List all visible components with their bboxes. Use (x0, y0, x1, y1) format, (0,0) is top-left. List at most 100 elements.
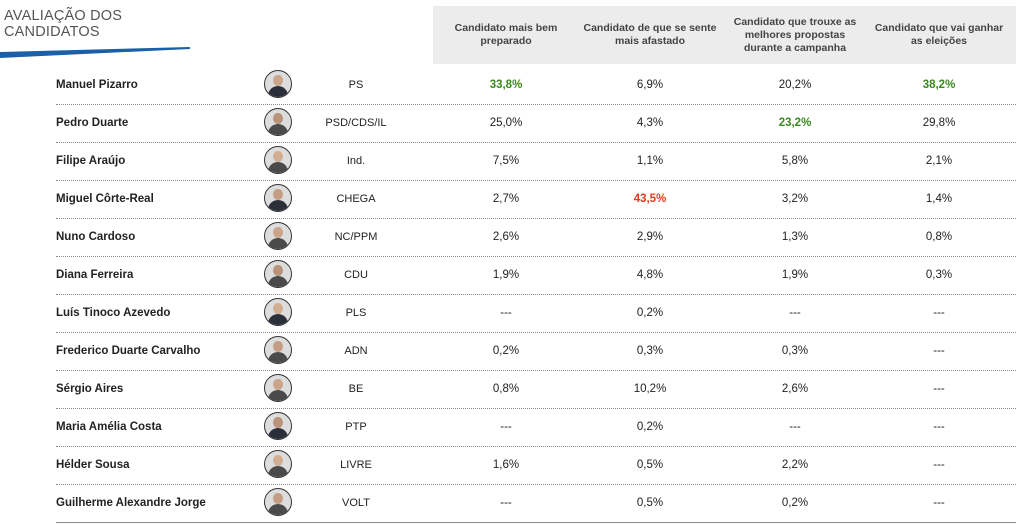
value-cell: 2,2% (781, 459, 809, 471)
column-header-will-win: Candidato que vai ganhar as eleições (874, 22, 1004, 47)
value-cell: 10,2% (633, 383, 667, 395)
header-background (433, 6, 1016, 64)
table-row: Miguel Côrte-Real CHEGA 2,7% 43,5% 3,2% 1,4% (56, 180, 1016, 219)
party-label: ADN (344, 345, 368, 357)
value-cell: --- (933, 421, 945, 433)
value-cell: 0,3% (781, 345, 809, 357)
candidate-name: Manuel Pizarro (56, 79, 138, 91)
column-header-most-distant: Candidato de que se sente mais afastado (583, 22, 717, 47)
candidate-name: Miguel Côrte-Real (56, 193, 154, 205)
value-cell: 0,5% (636, 497, 664, 509)
value-cell: 0,3% (925, 269, 953, 281)
table-row: Hélder Sousa LIVRE 1,6% 0,5% 2,2% --- (56, 446, 1016, 485)
value-cell: --- (500, 307, 512, 319)
value-cell: 2,1% (925, 155, 953, 167)
value-cell: --- (789, 421, 801, 433)
party-label: LIVRE (340, 459, 372, 471)
table-row: Filipe Araújo Ind. 7,5% 1,1% 5,8% 2,1% (56, 142, 1016, 181)
value-cell: 0,2% (636, 307, 664, 319)
column-header-best-proposals: Candidato que trouxe as melhores propost… (733, 15, 857, 54)
table-row: Pedro Duarte PSD/CDS/IL 25,0% 4,3% 23,2% 29,8… (56, 104, 1016, 143)
value-cell: 6,9% (636, 79, 664, 91)
candidate-name: Pedro Duarte (56, 117, 129, 129)
candidate-name: Nuno Cardoso (56, 231, 136, 243)
candidate-photo (264, 336, 292, 364)
table-row: Nuno Cardoso NC/PPM 2,6% 2,9% 1,3% 0,8% (56, 218, 1016, 257)
value-cell: --- (933, 459, 945, 471)
party-label: CDU (344, 269, 368, 281)
candidate-name: Frederico Duarte Carvalho (56, 345, 201, 357)
value-cell: 1,6% (492, 459, 520, 471)
party-label: Ind. (346, 155, 366, 167)
candidate-name: Filipe Araújo (56, 155, 126, 167)
value-cell: 0,3% (636, 345, 664, 357)
value-cell: 1,9% (781, 269, 809, 281)
candidate-photo (264, 412, 292, 440)
candidate-name: Maria Amélia Costa (56, 421, 162, 433)
value-cell: --- (500, 497, 512, 509)
candidate-photo (264, 184, 292, 212)
candidate-photo (264, 222, 292, 250)
value-cell: 1,4% (925, 193, 953, 205)
value-cell: 0,2% (636, 421, 664, 433)
table-row: Sérgio Aires BE 0,8% 10,2% 2,6% --- (56, 370, 1016, 409)
value-cell: --- (933, 497, 945, 509)
title-underline-bar (0, 47, 190, 58)
value-cell: 1,1% (636, 155, 664, 167)
value-cell: 2,7% (492, 193, 520, 205)
candidate-name: Diana Ferreira (56, 269, 134, 281)
party-label: CHEGA (336, 193, 376, 205)
party-label: VOLT (342, 497, 370, 509)
value-cell: 1,3% (781, 231, 809, 243)
party-label: PTP (345, 421, 367, 433)
value-cell: 4,8% (636, 269, 664, 281)
candidate-photo (264, 108, 292, 136)
candidate-name: Sérgio Aires (56, 383, 124, 395)
candidate-photo (264, 260, 292, 288)
value-cell: 25,0% (489, 117, 523, 129)
value-cell: 2,9% (636, 231, 664, 243)
value-cell: 43,5% (633, 193, 667, 205)
value-cell: 1,9% (492, 269, 520, 281)
candidate-photo (264, 374, 292, 402)
value-cell: 20,2% (778, 79, 812, 91)
candidate-name: Hélder Sousa (56, 459, 130, 471)
candidate-photo (264, 70, 292, 98)
value-cell: 0,2% (781, 497, 809, 509)
value-cell: 0,5% (636, 459, 664, 471)
candidate-name: Guilherme Alexandre Jorge (56, 497, 206, 509)
candidate-name: Luís Tinoco Azevedo (56, 307, 171, 319)
candidate-photo (264, 450, 292, 478)
party-label: NC/PPM (334, 231, 378, 243)
value-cell: 5,8% (781, 155, 809, 167)
value-cell: 38,2% (922, 79, 956, 91)
table-row: Manuel Pizarro PS 33,8% 6,9% 20,2% 38,2% (56, 66, 1016, 105)
value-cell: 29,8% (922, 117, 956, 129)
value-cell: 7,5% (492, 155, 520, 167)
value-cell: 2,6% (492, 231, 520, 243)
table-row: Luís Tinoco Azevedo PLS --- 0,2% --- --- (56, 294, 1016, 333)
candidate-photo (264, 488, 292, 516)
candidate-photo (264, 146, 292, 174)
value-cell: 2,6% (781, 383, 809, 395)
value-cell: 4,3% (636, 117, 664, 129)
value-cell: --- (933, 307, 945, 319)
value-cell: --- (933, 345, 945, 357)
value-cell: 3,2% (781, 193, 809, 205)
value-cell: --- (933, 383, 945, 395)
table-row: Guilherme Alexandre Jorge VOLT --- 0,5% 0,2%… (56, 484, 1016, 523)
party-label: PSD/CDS/IL (325, 117, 387, 129)
value-cell: --- (789, 307, 801, 319)
table-row: Diana Ferreira CDU 1,9% 4,8% 1,9% 0,3% (56, 256, 1016, 295)
party-label: PLS (345, 307, 367, 319)
column-header-best-prepared: Candidato mais bem preparado (454, 22, 558, 47)
page-title: AVALIAÇÃO DOS CANDIDATOS (4, 8, 123, 40)
value-cell: 0,8% (492, 383, 520, 395)
value-cell: 0,2% (492, 345, 520, 357)
value-cell: 33,8% (489, 79, 523, 91)
value-cell: --- (500, 421, 512, 433)
table-row: Maria Amélia Costa PTP --- 0,2% --- --- (56, 408, 1016, 447)
party-label: PS (348, 79, 364, 91)
table-row: Frederico Duarte Carvalho ADN 0,2% 0,3% 0,3%… (56, 332, 1016, 371)
value-cell: 23,2% (778, 117, 812, 129)
